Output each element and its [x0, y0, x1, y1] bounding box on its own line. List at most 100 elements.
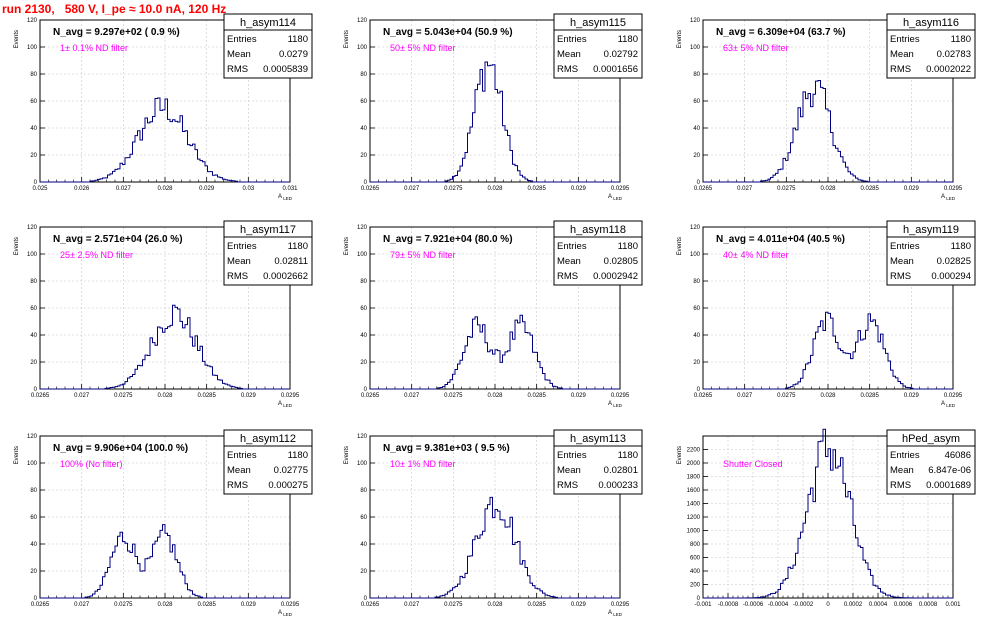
stats-value: 0.02801 — [604, 465, 638, 476]
x-axis-title-sub: LED — [282, 196, 293, 201]
y-tick-label: 40 — [30, 333, 37, 339]
filter-note: 1± 0.1% ND filter — [60, 43, 128, 53]
x-axis-title-sub: LED — [612, 196, 623, 201]
x-tick-label: 0.028 — [820, 393, 836, 399]
stats-hist-name: h_asym116 — [903, 17, 959, 29]
x-tick-label: -0.0004 — [768, 602, 789, 608]
x-axis-title-sub: LED — [282, 612, 293, 617]
stats-hist-name: hPed_asym — [902, 433, 960, 445]
x-tick-label: 0.029 — [904, 186, 920, 192]
x-axis-title: A LED — [608, 194, 623, 201]
x-tick-label: 0.027 — [116, 186, 132, 192]
x-tick-label: 0.028 — [820, 186, 836, 192]
x-tick-label: 0.029 — [571, 602, 587, 608]
x-axis-title: A LED — [278, 194, 293, 201]
stats-hist-name: h_asym115 — [570, 17, 626, 29]
stats-value: 0.000275 — [268, 480, 308, 491]
stats-value: 0.0001656 — [593, 64, 638, 75]
stats-label: Entries — [890, 34, 920, 45]
y-tick-label: 60 — [360, 99, 367, 105]
filter-note: 10± 1% ND filter — [390, 459, 455, 469]
x-tick-label: 0.0285 — [527, 393, 546, 399]
y-tick-label: 120 — [690, 225, 701, 231]
stats-label: RMS — [890, 480, 911, 491]
stats-hist-name: h_asym113 — [570, 433, 626, 445]
stats-value: 1180 — [288, 450, 308, 461]
y-tick-label: 80 — [360, 279, 367, 285]
stats-label: Mean — [557, 465, 581, 476]
stats-box: hPed_asym Entries 46086 Mean 6.847e-06 RMS 0.0… — [886, 429, 976, 495]
x-tick-label: -0.0002 — [793, 602, 814, 608]
stats-hist-name: h_asym114 — [240, 17, 296, 29]
x-tick-label: 0.0275 — [777, 393, 796, 399]
x-tick-label: 0.0285 — [527, 186, 546, 192]
y-tick-label: 20 — [30, 569, 37, 575]
panel-h_asym117: 0.0265 0.027 0.0275 0.028 0.0285 0.029 0.0295 0… — [14, 220, 313, 408]
stats-label: RMS — [890, 271, 911, 282]
stats-label: Mean — [227, 256, 251, 267]
x-tick-label: 0.0295 — [281, 393, 300, 399]
y-axis-title: Events — [677, 237, 683, 255]
y-tick-label: 0 — [364, 180, 368, 186]
x-tick-label: 0.027 — [404, 393, 420, 399]
stats-box-frame — [553, 13, 643, 79]
x-tick-label: 0.027 — [737, 186, 753, 192]
y-tick-label: 100 — [27, 461, 38, 467]
x-tick-label: 0.001 — [945, 602, 961, 608]
x-tick-label: 0.031 — [282, 186, 298, 192]
y-tick-label: 20 — [30, 360, 37, 366]
x-tick-label: 0.0275 — [444, 393, 463, 399]
x-axis-title-sub: LED — [612, 403, 623, 408]
stats-label: Mean — [890, 49, 914, 60]
stats-value: 0.000233 — [598, 480, 638, 491]
x-tick-label: 0.026 — [74, 186, 90, 192]
stats-box: h_asym112 Entries 1180 Mean 0.02775 RMS 0.0002… — [223, 429, 313, 495]
x-tick-label: 0.0002 — [844, 602, 863, 608]
x-tick-label: 0.0006 — [894, 602, 913, 608]
stats-value: 1180 — [618, 34, 638, 45]
navg-label: N_avg = 6.309e+04 (63.7 %) — [716, 27, 846, 38]
x-axis-title-main: A — [608, 194, 612, 200]
stats-label: Entries — [890, 241, 920, 252]
stats-box: h_asym113 Entries 1180 Mean 0.02801 RMS 0.0002… — [553, 429, 643, 495]
y-tick-label: 20 — [693, 360, 700, 366]
filter-note: Shutter Closed — [723, 459, 783, 469]
stats-box-frame — [886, 429, 976, 495]
y-tick-label: 0 — [697, 387, 701, 393]
y-tick-label: 120 — [27, 434, 38, 440]
y-tick-label: 100 — [690, 45, 701, 51]
canvas-title: run 2130, 580 V, I_pe ≈ 10.0 nA, 120 Hz — [2, 2, 227, 16]
histogram-line — [370, 496, 620, 599]
navg-label: N_avg = 9.381e+03 ( 9.5 %) — [383, 443, 510, 454]
stats-value: 1180 — [618, 241, 638, 252]
filter-note: 40± 4% ND filter — [723, 250, 788, 260]
y-tick-label: 60 — [30, 306, 37, 312]
x-tick-label: 0.027 — [74, 602, 90, 608]
x-tick-label: 0.029 — [241, 602, 257, 608]
stats-label: RMS — [227, 64, 248, 75]
stats-value: 46086 — [945, 450, 971, 461]
x-tick-label: 0.0265 — [694, 393, 713, 399]
stats-label: RMS — [227, 480, 248, 491]
x-tick-label: 0 — [826, 602, 830, 608]
y-tick-label: 60 — [693, 99, 700, 105]
stats-box-frame — [223, 220, 313, 286]
panel-hPed_asym: -0.001 -0.0008 -0.0006 -0.0004 -0.0002 0 0.000… — [677, 428, 976, 608]
y-tick-label: 120 — [690, 18, 701, 24]
x-tick-label: 0.029 — [571, 393, 587, 399]
x-tick-label: 0.0295 — [611, 602, 630, 608]
y-tick-label: 1800 — [687, 475, 701, 481]
x-tick-label: 0.028 — [487, 393, 503, 399]
x-axis-title: A LED — [278, 610, 293, 617]
x-tick-label: 0.027 — [737, 393, 753, 399]
stats-value: 0.02783 — [937, 49, 971, 60]
histogram-line — [40, 524, 290, 599]
stats-box-frame — [553, 429, 643, 495]
y-tick-label: 20 — [30, 153, 37, 159]
y-tick-label: 100 — [357, 252, 368, 258]
y-tick-label: 120 — [357, 18, 368, 24]
stats-label: RMS — [557, 480, 578, 491]
x-tick-label: 0.0295 — [944, 186, 963, 192]
y-tick-label: 600 — [690, 556, 701, 562]
